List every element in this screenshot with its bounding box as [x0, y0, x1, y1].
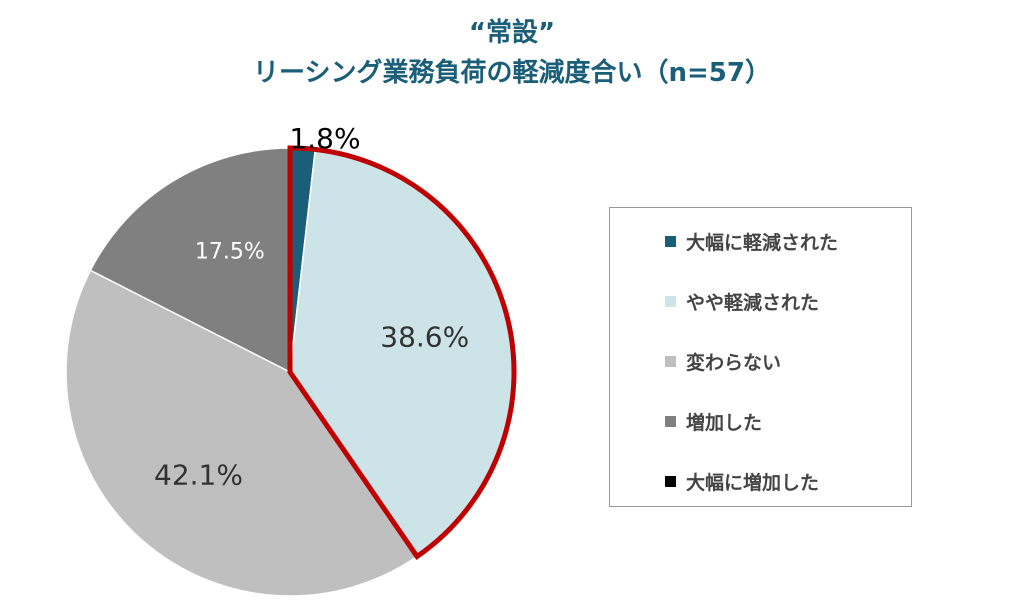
legend-swatch [665, 236, 676, 247]
pie-slice [65, 269, 419, 597]
legend-label: 大幅に軽減された [686, 232, 839, 254]
data-label: 42.1% [154, 458, 243, 491]
legend-item: 大幅に増加した [665, 468, 819, 495]
legend-swatch [665, 416, 676, 427]
legend-item: 変わらない [665, 348, 781, 375]
highlight-outline [287, 145, 517, 560]
pie-slice [89, 147, 291, 374]
legend-label: 大幅に増加した [686, 472, 820, 494]
data-label: 17.5% [195, 239, 265, 264]
legend-item: 大幅に軽減された [665, 228, 838, 255]
legend: 大幅に軽減された やや軽減された 変わらない増加した大幅に増加した [609, 207, 912, 507]
legend-label: やや軽減された [686, 292, 820, 314]
legend-swatch [665, 476, 676, 487]
chart-subtitle: リーシング業務負荷の軽減度合い（n=57） [253, 58, 771, 88]
legend-swatch [665, 356, 676, 367]
data-label: 38.6% [380, 320, 469, 353]
legend-swatch [665, 296, 676, 307]
data-label: 1.8% [289, 122, 360, 155]
legend-label: 変わらない [686, 352, 782, 374]
chart-title: “常設” [468, 18, 556, 48]
legend-item: 増加した [665, 408, 762, 435]
legend-item: やや軽減された [665, 288, 819, 315]
legend-label: 増加した [686, 412, 763, 434]
